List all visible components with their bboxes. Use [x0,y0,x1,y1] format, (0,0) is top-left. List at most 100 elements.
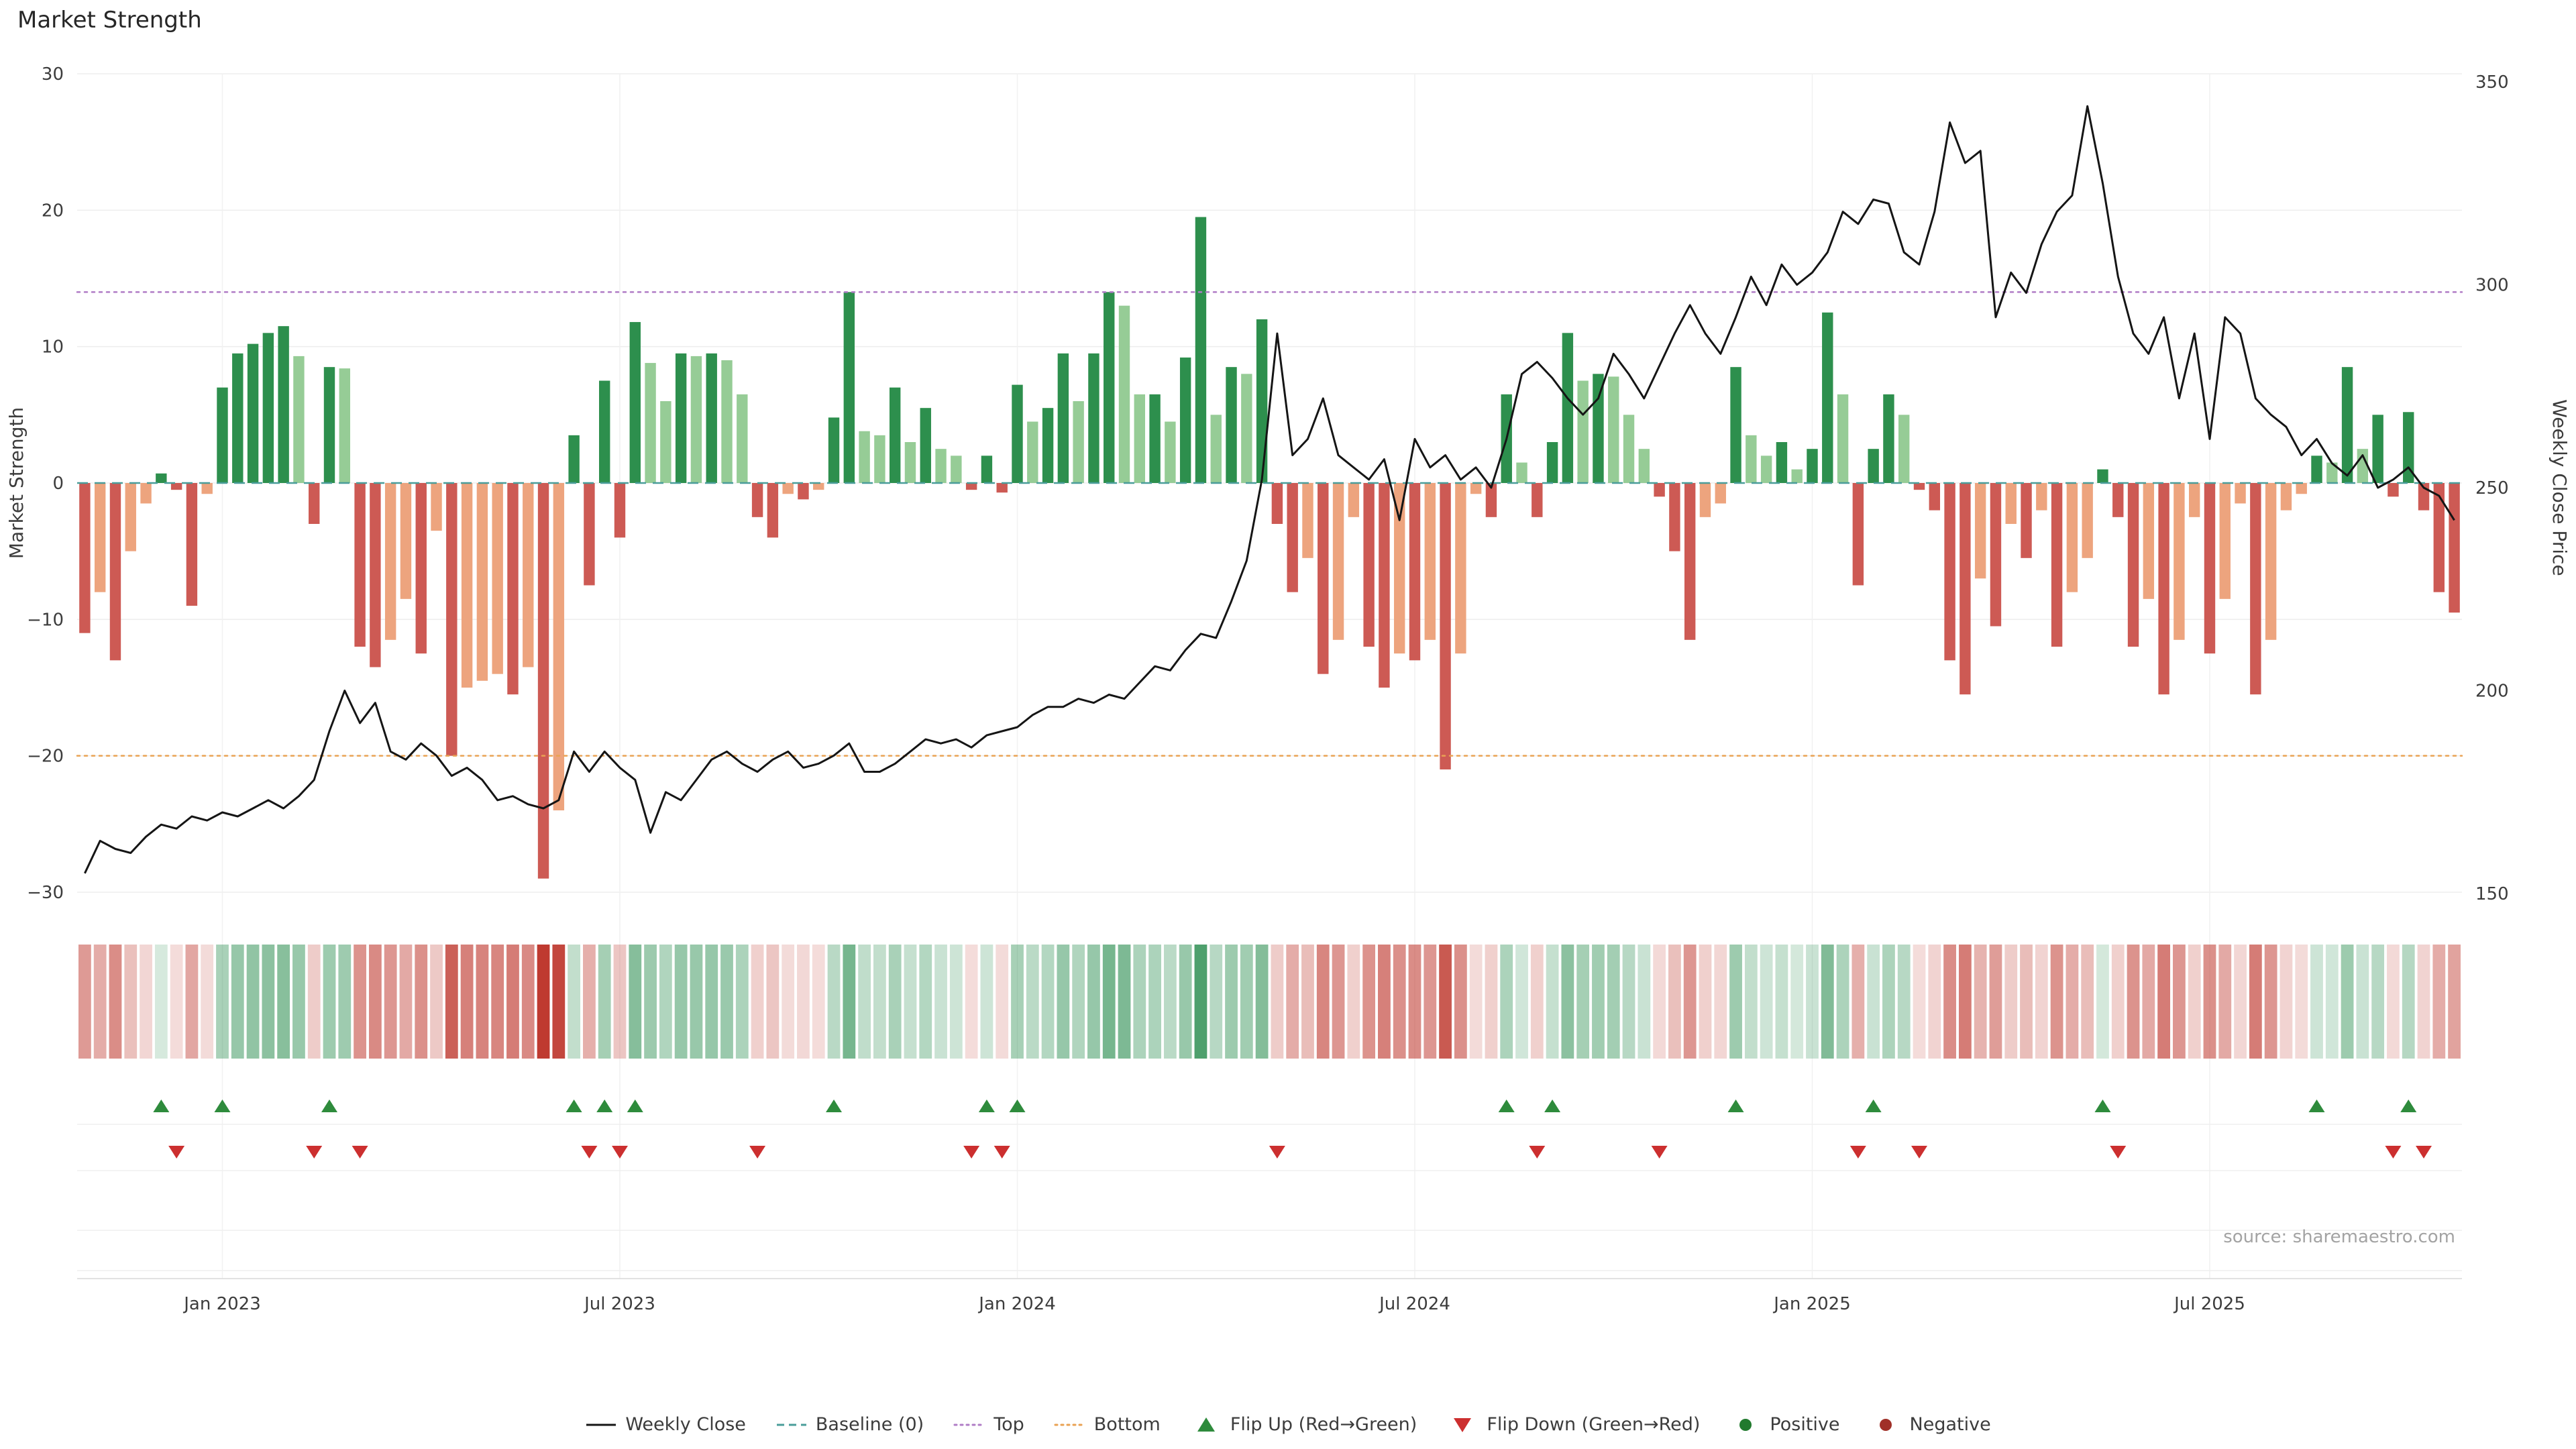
heatmap-cell [1744,945,1758,1059]
heatmap-cell [919,945,932,1059]
strength-bar [1654,483,1665,497]
x-axis-tick: Jan 2024 [977,1294,1056,1314]
heatmap-cell [323,945,336,1059]
strength-bar [813,483,824,490]
flip-down-marker [1651,1146,1668,1159]
negative-swatch-circle [1879,1418,1892,1431]
negative-icon [1879,1418,1892,1431]
strength-bar [2372,415,2383,483]
strength-bar [2265,483,2277,640]
heatmap-cell [460,945,474,1059]
legend-label-flip-up: Flip Up (Red→Green) [1230,1414,1417,1435]
strength-bar [751,483,763,517]
heatmap-cell [659,945,672,1059]
heatmap-cell [766,945,780,1059]
heatmap-cell [201,945,214,1059]
heatmap-cell [1638,945,1651,1059]
flip-down-marker [2416,1146,2432,1159]
heatmap-cell [1102,945,1116,1059]
heatmap-cell [1255,945,1269,1059]
strength-bar [461,483,473,688]
heatmap-cell [1194,945,1208,1059]
strength-bar [523,483,534,667]
left-axis-tick: 0 [52,474,64,494]
left-axis-tick: −20 [27,747,64,767]
heatmap-cell [368,945,382,1059]
strength-bar [384,483,396,640]
flip-up-icon [1197,1417,1215,1432]
heatmap-cell [1485,945,1498,1059]
strength-bar [370,483,381,667]
heatmap-cell [2096,945,2109,1059]
heatmap-cell [491,945,504,1059]
legend-label-flip-down: Flip Down (Green→Red) [1487,1414,1701,1435]
heatmap-cell [2341,945,2354,1059]
heatmap-cell [185,945,199,1059]
heatmap-cell [140,945,152,1059]
strength-bar [996,483,1008,493]
heatmap-cell [1592,945,1605,1059]
heatmap-cell [1163,945,1177,1059]
right-axis-tick: 150 [2475,884,2509,904]
heatmap-cell [1454,945,1467,1059]
heatmap-cell [2356,945,2369,1059]
heatmap-cell [1668,945,1681,1059]
strength-bar [1393,483,1405,654]
strength-bar [1807,449,1818,483]
strength-bar [675,353,687,483]
flip-down-marker [611,1146,628,1159]
strength-bar [1210,415,1222,483]
flip-up-marker [153,1099,170,1112]
strength-bar [1118,305,1130,483]
legend-label-negative: Negative [1909,1414,1991,1435]
strength-bar [1332,483,1344,640]
heatmap-cell [1760,945,1773,1059]
legend-item-bottom: Bottom [1054,1414,1161,1435]
heatmap-cell [1469,945,1483,1059]
heatmap-cell [170,945,183,1059]
heatmap-cell [2234,945,2247,1059]
strength-bar [1960,483,1971,695]
heatmap-cell [1806,945,1819,1059]
legend-item-flip-up: Flip Up (Red→Green) [1190,1414,1417,1435]
heatmap-cell [1790,945,1804,1059]
strength-bar [1638,449,1650,483]
strength-bar [2143,483,2155,599]
heatmap-cell [521,945,535,1059]
strength-bar [1944,483,1955,661]
heatmap-cell [2050,945,2063,1059]
baseline-icon [776,1424,806,1426]
heatmap-cell [797,945,810,1059]
heatmap-cell [1622,945,1635,1059]
heatmap-cell [2325,945,2339,1059]
heatmap-cell [873,945,886,1059]
strength-bar [1577,380,1589,483]
heatmap-cell [1882,945,1895,1059]
heatmap-cell [1821,945,1834,1059]
strength-bar [1073,401,1084,483]
right-axis-tick: 250 [2475,478,2509,498]
strength-bar [2051,483,2063,647]
heatmap-cell [1943,945,1956,1059]
heatmap-cell [154,945,168,1059]
heatmap-cell [1393,945,1406,1059]
heatmap-cell [1332,945,1345,1059]
heatmap-cell [1424,945,1437,1059]
flip-down-swatch-triangle [1454,1417,1472,1432]
strength-bar [2036,483,2047,511]
heatmap-cell [1347,945,1360,1059]
heatmap-cell [1439,945,1452,1059]
flip-down-marker [352,1146,368,1159]
heatmap-cell [2157,945,2171,1059]
heatmap-cell [1576,945,1590,1059]
strength-bar [2250,483,2261,695]
flip-down-marker [749,1146,766,1159]
x-axis-tick: Jan 2023 [182,1294,261,1314]
strength-bar [125,483,136,551]
flip-up-marker [1727,1099,1744,1112]
left-axis-tick: −10 [27,610,64,630]
flip-up-marker [566,1099,582,1112]
flip-down-marker [1269,1146,1285,1159]
flip-up-marker [2400,1099,2417,1112]
heatmap-cell [109,945,122,1059]
